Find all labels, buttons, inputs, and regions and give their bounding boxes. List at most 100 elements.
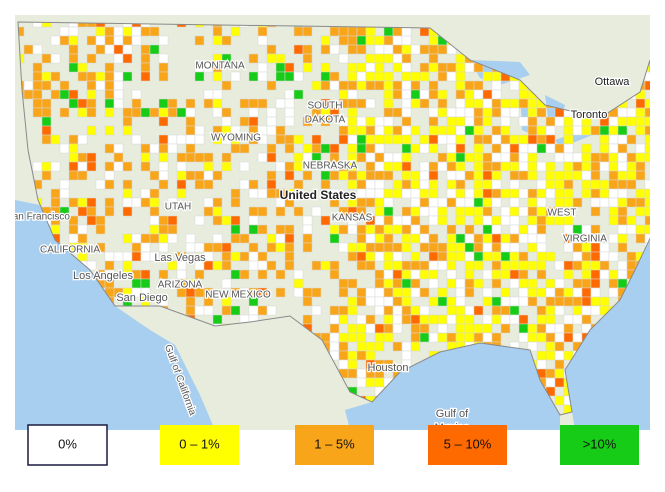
- county-patch: [68, 98, 79, 109]
- county-patch: [302, 224, 313, 235]
- county-patch: [500, 314, 511, 325]
- county-patch: [104, 143, 115, 154]
- county-patch: [392, 44, 403, 55]
- county-patch: [419, 269, 430, 280]
- county-patch: [563, 134, 574, 145]
- county-patch: [509, 269, 520, 280]
- county-patch: [329, 80, 340, 91]
- county-patch: [509, 152, 520, 163]
- county-patch: [617, 278, 628, 289]
- county-patch: [572, 251, 583, 262]
- county-patch: [572, 314, 583, 325]
- county-patch: [563, 143, 574, 154]
- county-patch: [329, 170, 340, 181]
- county-patch: [437, 44, 448, 55]
- county-patch: [464, 332, 475, 343]
- county-patch: [122, 35, 133, 46]
- county-patch: [401, 134, 412, 145]
- county-patch: [554, 377, 565, 388]
- county-patch: [365, 260, 376, 271]
- county-patch: [644, 98, 650, 109]
- county-patch: [554, 323, 565, 334]
- county-patch: [392, 152, 403, 163]
- county-patch: [455, 125, 466, 136]
- county-patch: [654, 261, 663, 270]
- county-patch: [158, 179, 169, 190]
- county-patch: [410, 251, 421, 262]
- county-patch: [473, 242, 484, 253]
- county-patch: [509, 134, 520, 145]
- county-patch: [329, 197, 340, 208]
- county-patch: [644, 125, 650, 136]
- county-patch: [284, 224, 295, 235]
- county-patch: [482, 242, 493, 253]
- county-patch: [356, 350, 367, 361]
- county-patch: [140, 53, 151, 64]
- county-patch: [383, 71, 394, 82]
- county-patch: [536, 332, 547, 343]
- county-patch: [266, 80, 277, 91]
- county-patch: [644, 107, 650, 118]
- county-patch: [500, 188, 511, 199]
- county-patch: [239, 251, 250, 262]
- county-patch: [509, 233, 520, 244]
- county-patch: [59, 26, 70, 37]
- county-patch: [410, 206, 421, 217]
- county-patch: [500, 251, 511, 262]
- county-patch: [446, 188, 457, 199]
- county-patch: [194, 305, 205, 316]
- county-patch: [491, 197, 502, 208]
- county-patch: [473, 98, 484, 109]
- county-patch: [293, 89, 304, 100]
- county-patch: [266, 233, 277, 244]
- county-patch: [554, 296, 565, 307]
- county-patch: [374, 305, 385, 316]
- county-patch: [563, 224, 574, 235]
- county-patch: [590, 287, 601, 298]
- county-patch: [338, 134, 349, 145]
- county-patch: [392, 89, 403, 100]
- county-patch: [68, 161, 79, 172]
- county-patch: [338, 341, 349, 352]
- map[interactable]: MONTANA Ottawa Toronto SOUTH DAKOTA WYOMING NE…: [6, 15, 663, 434]
- county-patch: [158, 233, 169, 244]
- county-patch: [464, 89, 475, 100]
- county-patch: [356, 296, 367, 307]
- county-patch: [122, 107, 133, 118]
- county-patch: [50, 134, 61, 145]
- county-patch: [654, 144, 663, 153]
- county-patch: [518, 332, 529, 343]
- county-patch: [392, 314, 403, 325]
- county-patch: [527, 125, 538, 136]
- county-patch: [149, 233, 160, 244]
- county-patch: [356, 179, 367, 190]
- county-patch: [500, 242, 511, 253]
- county-patch: [410, 44, 421, 55]
- county-patch: [50, 197, 61, 208]
- county-patch: [320, 260, 331, 271]
- county-patch: [104, 98, 115, 109]
- county-patch: [608, 215, 619, 226]
- county-patch: [329, 152, 340, 163]
- county-patch: [590, 296, 601, 307]
- county-patch: [419, 224, 430, 235]
- county-patch: [167, 233, 178, 244]
- county-patch: [599, 296, 610, 307]
- county-patch: [419, 98, 430, 109]
- county-patch: [455, 296, 466, 307]
- county-patch: [149, 188, 160, 199]
- county-patch: [428, 53, 439, 64]
- county-patch: [401, 26, 412, 37]
- place-label: SOUTH: [308, 101, 343, 112]
- legend: 0% 0 – 1% 1 – 5% 5 – 10% >10%: [27, 424, 639, 466]
- county-patch: [239, 269, 250, 280]
- county-patch: [410, 170, 421, 181]
- county-patch: [329, 305, 340, 316]
- county-patch: [536, 143, 547, 154]
- county-patch: [248, 251, 259, 262]
- county-patch: [617, 260, 628, 271]
- county-patch: [158, 278, 169, 289]
- county-patch: [608, 251, 619, 262]
- county-patch: [482, 116, 493, 127]
- county-patch: [113, 35, 124, 46]
